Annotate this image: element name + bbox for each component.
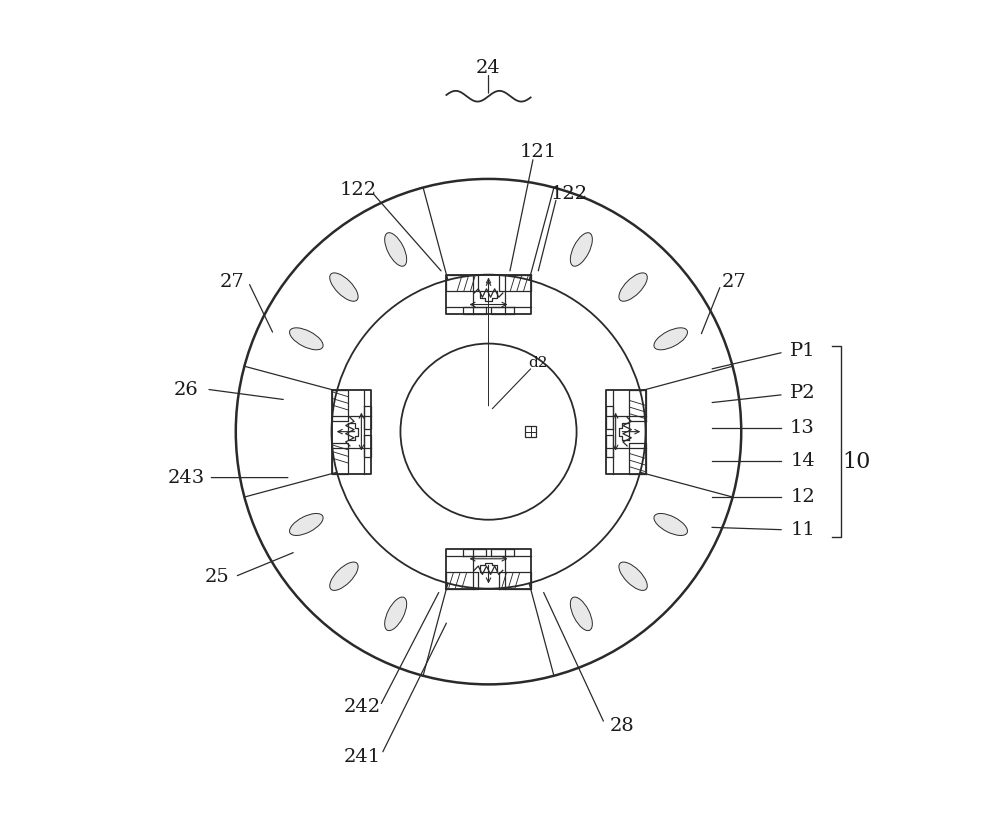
Text: 28: 28	[610, 718, 635, 736]
Text: 24: 24	[476, 59, 501, 77]
Ellipse shape	[385, 233, 407, 266]
Ellipse shape	[619, 562, 647, 591]
Ellipse shape	[654, 513, 687, 535]
Text: d2: d2	[529, 356, 548, 370]
Ellipse shape	[570, 597, 592, 630]
Ellipse shape	[654, 328, 687, 350]
Ellipse shape	[290, 513, 323, 535]
Text: 11: 11	[790, 521, 815, 539]
Text: 121: 121	[520, 143, 557, 161]
Text: 13: 13	[790, 419, 815, 436]
Text: 25: 25	[204, 568, 229, 586]
Text: 122: 122	[340, 182, 377, 200]
Ellipse shape	[330, 273, 358, 301]
Ellipse shape	[385, 597, 407, 630]
Text: 27: 27	[220, 273, 244, 291]
Bar	[525, 427, 536, 437]
Text: 27: 27	[721, 273, 746, 291]
Text: P1: P1	[790, 342, 815, 361]
Ellipse shape	[290, 328, 323, 350]
Text: P2: P2	[790, 384, 815, 403]
Text: 241: 241	[344, 748, 381, 766]
Text: 14: 14	[790, 452, 815, 469]
Text: 122: 122	[550, 186, 587, 203]
Text: 26: 26	[174, 380, 198, 398]
Ellipse shape	[330, 562, 358, 591]
Text: 242: 242	[344, 698, 381, 716]
Text: 12: 12	[790, 488, 815, 506]
Text: 10: 10	[842, 451, 870, 474]
Text: 243: 243	[167, 469, 205, 487]
Ellipse shape	[619, 273, 647, 301]
Ellipse shape	[570, 233, 592, 266]
